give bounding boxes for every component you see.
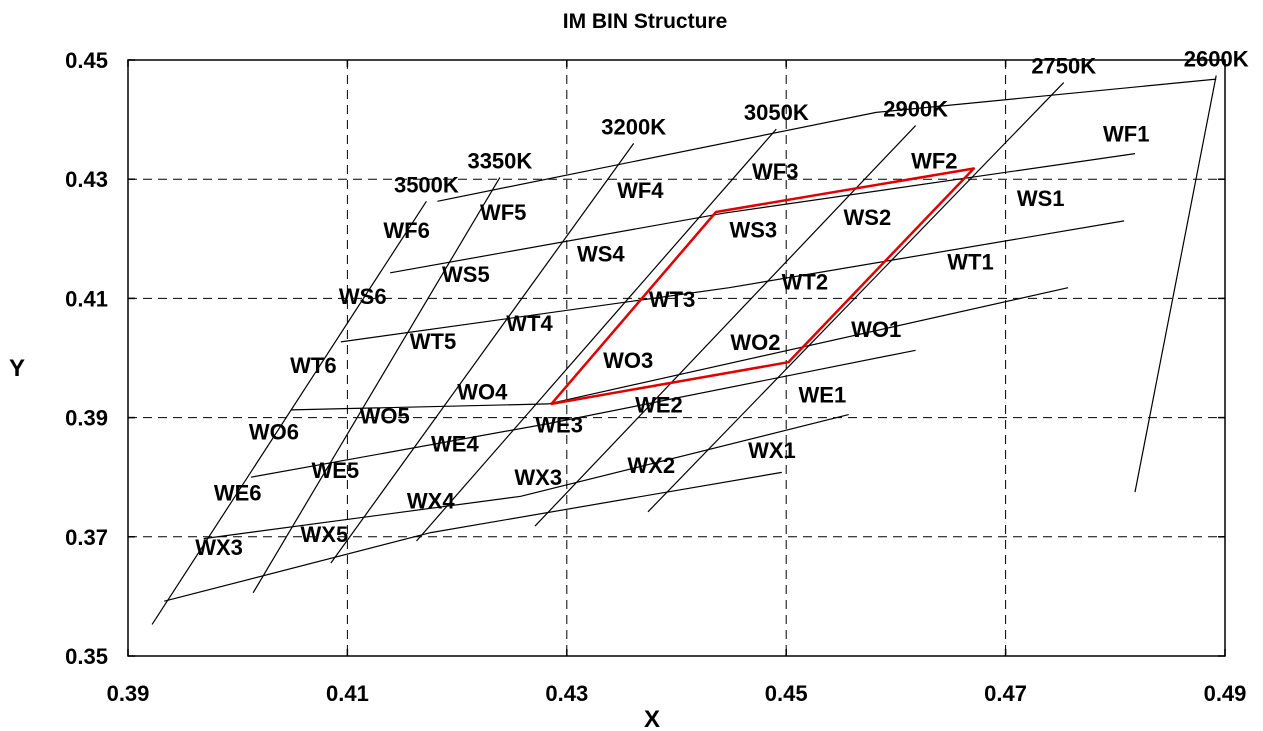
cct-label: 3200K [601, 114, 666, 139]
x-tick-label: 0.39 [107, 681, 150, 706]
bin-label: WO5 [360, 403, 410, 428]
y-tick-label: 0.37 [65, 525, 108, 550]
bin-label: WF6 [383, 218, 429, 243]
x-tick-label: 0.47 [984, 681, 1027, 706]
bin-label: WS1 [1017, 186, 1065, 211]
bin-label: WX2 [627, 453, 675, 478]
duv-line [164, 471, 782, 602]
x-tick-label: 0.49 [1204, 681, 1247, 706]
bin-label: WX3 [195, 535, 243, 560]
cct-label: 3050K [744, 100, 809, 125]
bin-label: WT5 [410, 329, 456, 354]
bin-grid-lines: 2600K 2750K 2900K 3050K 3200K 3350K 3500K [151, 46, 1249, 625]
bin-label: WT6 [290, 353, 336, 378]
cct-line [330, 143, 635, 564]
bin-label: WX3 [514, 465, 562, 490]
x-tick-label: 0.43 [545, 681, 588, 706]
bin-label: WE4 [431, 431, 479, 456]
cct-label: 3500K [394, 172, 459, 197]
y-tick-label: 0.45 [65, 48, 108, 73]
cct-line [151, 200, 427, 625]
bin-label: WE2 [635, 393, 683, 418]
duv-line [340, 220, 1125, 343]
bin-label: WO2 [730, 330, 780, 355]
duv-line [291, 287, 1069, 411]
axis-ticks: 0.39 0.41 0.43 0.45 0.47 0.49 0.35 0.37 0.39 0.41… [65, 48, 1246, 706]
y-tick-label: 0.43 [65, 167, 108, 192]
y-tick-label: 0.35 [65, 644, 108, 669]
cct-line [534, 125, 917, 527]
x-axis-label: X [644, 706, 660, 731]
bin-label: WO3 [603, 348, 653, 373]
bin-label: WT2 [782, 269, 828, 294]
bin-label: WF1 [1103, 122, 1149, 147]
cct-label: 2900K [883, 97, 948, 122]
cct-line [1134, 75, 1217, 493]
cct-label: 2600K [1184, 46, 1249, 71]
bin-label: WX1 [748, 438, 796, 463]
bin-label: WX5 [301, 522, 349, 547]
bin-label: WS3 [729, 217, 777, 242]
bin-label: WS6 [339, 284, 387, 309]
bin-label: WF2 [911, 148, 957, 173]
bin-label: WE1 [799, 383, 847, 408]
highlight-quad [550, 167, 976, 406]
bin-label: WE3 [535, 412, 583, 437]
duv-line [250, 349, 916, 478]
x-tick-label: 0.41 [326, 681, 369, 706]
cct-line [416, 128, 777, 542]
grid [128, 60, 1225, 656]
duv-line [203, 414, 849, 540]
bin-label: WT1 [947, 250, 993, 275]
bin-label: WX4 [407, 489, 455, 514]
cct-label: 2750K [1031, 54, 1096, 79]
bin-label: WE6 [214, 480, 262, 505]
bin-label: WT4 [506, 311, 553, 336]
bin-label: WF5 [480, 200, 526, 225]
bin-label: WF4 [617, 178, 664, 203]
chart-title: IM BIN Structure [563, 10, 728, 33]
bin-label: WO1 [851, 317, 901, 342]
cct-line [647, 82, 1065, 513]
bin-label: WS4 [577, 241, 625, 266]
bin-label: WS2 [844, 205, 892, 230]
plot-area [127, 59, 1226, 657]
bin-label: WO6 [249, 420, 299, 445]
highlight-region [550, 167, 976, 406]
cct-line [252, 177, 501, 594]
y-axis-label: Y [9, 355, 25, 382]
bin-label: WE5 [311, 458, 359, 483]
duv-line [437, 78, 1217, 202]
y-tick-label: 0.41 [65, 286, 108, 311]
cct-label: 3350K [467, 148, 532, 173]
bin-label: WT3 [649, 287, 695, 312]
bin-label: WO4 [457, 380, 508, 405]
bin-label: WF3 [752, 159, 798, 184]
y-tick-label: 0.39 [65, 406, 108, 431]
bin-labels: WF1 WF2 WF3 WF4 WF5 WF6 WS1 WS2 WS3 WS4 WS5 WS6 WT1 W… [195, 122, 1149, 561]
x-tick-label: 0.45 [765, 681, 808, 706]
bin-label: WS5 [442, 262, 490, 287]
duv-line [390, 153, 1136, 274]
